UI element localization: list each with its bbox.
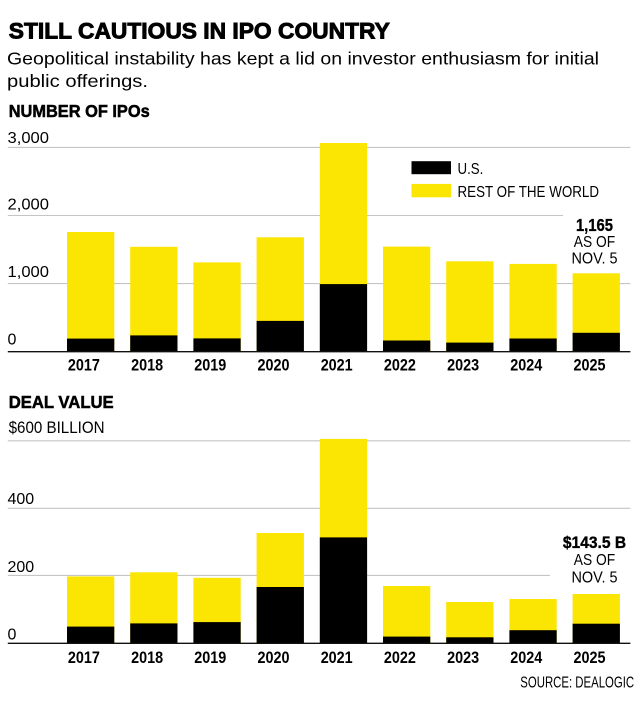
svg-text:$600 BILLION: $600 BILLION: [9, 419, 105, 437]
svg-text:NUMBER OF IPOs: NUMBER OF IPOs: [9, 101, 150, 121]
svg-text:REST OF THE WORLD: REST OF THE WORLD: [458, 184, 600, 201]
svg-text:Geopolitical instability has k: Geopolitical instability has kept a lid …: [7, 49, 599, 69]
svg-text:2025: 2025: [574, 649, 606, 667]
svg-text:2024: 2024: [510, 649, 542, 667]
svg-text:STILL CAUTIOUS IN IPO COUNTRY: STILL CAUTIOUS IN IPO COUNTRY: [9, 19, 390, 44]
svg-text:2023: 2023: [447, 649, 479, 667]
svg-text:public offerings.: public offerings.: [7, 71, 148, 91]
svg-text:NOV. 5: NOV. 5: [572, 569, 618, 586]
svg-text:2017: 2017: [68, 649, 100, 667]
svg-text:2019: 2019: [194, 357, 226, 375]
svg-text:2021: 2021: [321, 649, 353, 667]
svg-text:2022: 2022: [384, 649, 416, 667]
svg-text:2,000: 2,000: [8, 196, 50, 213]
svg-text:$143.5 B: $143.5 B: [563, 534, 626, 552]
svg-text:U.S.: U.S.: [458, 161, 484, 178]
svg-text:3,000: 3,000: [8, 130, 50, 147]
svg-text:2017: 2017: [68, 357, 100, 375]
svg-text:2023: 2023: [447, 357, 479, 375]
svg-text:2024: 2024: [510, 357, 542, 375]
svg-text:DEAL VALUE: DEAL VALUE: [9, 392, 114, 412]
svg-text:2020: 2020: [258, 357, 290, 375]
svg-text:2019: 2019: [194, 649, 226, 667]
svg-text:0: 0: [8, 627, 17, 644]
svg-text:2022: 2022: [384, 357, 416, 375]
svg-text:NOV. 5: NOV. 5: [572, 251, 618, 268]
svg-text:1,165: 1,165: [576, 215, 613, 235]
svg-text:AS OF: AS OF: [574, 552, 616, 569]
svg-text:0: 0: [8, 331, 17, 348]
svg-text:400: 400: [8, 491, 35, 508]
svg-text:2020: 2020: [258, 649, 290, 667]
svg-text:200: 200: [8, 559, 35, 576]
svg-text:AS OF: AS OF: [574, 234, 616, 251]
svg-text:2018: 2018: [131, 649, 163, 667]
svg-text:2021: 2021: [321, 357, 353, 375]
svg-text:2018: 2018: [131, 357, 163, 375]
svg-text:2025: 2025: [574, 357, 606, 375]
svg-text:1,000: 1,000: [8, 264, 50, 281]
svg-text:SOURCE: DEALOGIC: SOURCE: DEALOGIC: [520, 675, 634, 692]
